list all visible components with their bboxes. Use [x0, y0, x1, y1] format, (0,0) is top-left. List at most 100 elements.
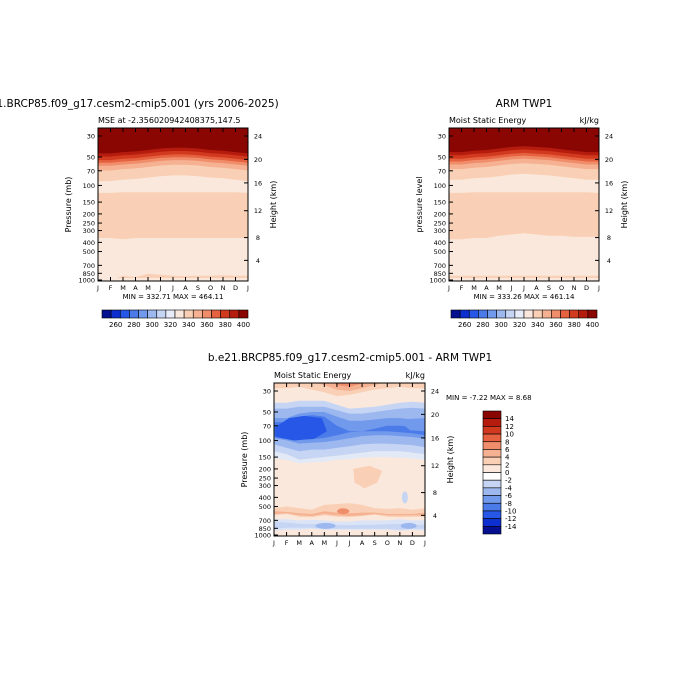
- y-tick-label: 150: [259, 454, 271, 462]
- x-tick-label: A: [133, 284, 138, 292]
- colorbar-swatch: [229, 309, 240, 319]
- colorbar-label: 320: [164, 321, 177, 329]
- x-tick-label: M: [496, 284, 502, 292]
- y-tick-label: 500: [83, 248, 95, 256]
- height-tick-label: 8: [433, 489, 437, 497]
- y-tick-label: 250: [83, 220, 95, 228]
- colorbar-swatch: [468, 309, 479, 319]
- y-tick-label: 100: [434, 182, 446, 190]
- x-tick-label: F: [285, 539, 289, 547]
- contour-band: [400, 522, 417, 529]
- height-tick-label: 16: [605, 179, 613, 187]
- height-tick-label: 20: [254, 156, 262, 164]
- y-tick-label: 100: [83, 182, 95, 190]
- colorbar-label: 260: [109, 321, 122, 329]
- x-tick-label: J: [96, 284, 99, 292]
- x-tick-label: M: [120, 284, 126, 292]
- y-tick-label: 30: [263, 388, 271, 396]
- x-tick-label: A: [310, 539, 315, 547]
- y-tick-label: 850: [259, 525, 271, 533]
- colorbar-swatch: [541, 309, 552, 319]
- right-axis-label: Height (km): [446, 436, 455, 484]
- y-tick-label: 400: [83, 239, 95, 247]
- y-tick-label: 250: [259, 475, 271, 483]
- colorbar-label: 400: [237, 321, 250, 329]
- x-tick-label: D: [584, 284, 589, 292]
- colorbar-swatch: [487, 309, 497, 319]
- y-tick-label: 300: [83, 227, 95, 235]
- x-tick-label: A: [534, 284, 539, 292]
- x-tick-label: A: [484, 284, 489, 292]
- x-tick-label: S: [373, 539, 377, 547]
- height-tick-label: 20: [431, 411, 439, 419]
- y-tick-label: 500: [434, 248, 446, 256]
- contour-band: [334, 383, 363, 387]
- y-axis-label: Pressure (mb): [240, 432, 249, 488]
- subtitle-left: Moist Static Energy: [449, 116, 527, 125]
- x-tick-label: D: [410, 539, 415, 547]
- panel-3-stats: MIN = -7.22 MAX = 8.68: [446, 394, 532, 402]
- subtitle-right: kJ/kg: [406, 371, 425, 380]
- x-tick-label: J: [348, 539, 351, 547]
- panel-2-stats: MIN = 333.26 MAX = 461.14: [474, 293, 575, 301]
- colorbar-label: -8: [505, 500, 512, 508]
- subtitle-right: kJ/kg: [580, 116, 599, 125]
- contour-band: [275, 415, 327, 441]
- height-tick-label: 12: [254, 207, 262, 215]
- colorbar-swatch: [514, 309, 525, 319]
- height-tick-label: 12: [605, 207, 613, 215]
- x-tick-label: J: [246, 284, 249, 292]
- x-tick-label: N: [572, 284, 577, 292]
- contour-fill-panel-2: [449, 128, 599, 281]
- height-tick-label: 12: [431, 462, 439, 470]
- x-tick-label: J: [522, 284, 525, 292]
- colorbar-label: 10: [505, 431, 514, 439]
- colorbar-swatch: [482, 456, 502, 466]
- colorbar-swatch: [482, 464, 502, 473]
- y-tick-label: 700: [83, 262, 95, 270]
- y-tick-label: 50: [263, 408, 271, 416]
- colorbar-swatch: [183, 309, 194, 319]
- x-tick-label: O: [208, 284, 213, 292]
- colorbar-label: -14: [505, 523, 517, 531]
- colorbar-swatch: [238, 309, 249, 319]
- height-tick-label: 24: [605, 133, 613, 141]
- colorbar-swatch: [587, 309, 598, 319]
- colorbar-swatch: [482, 472, 502, 481]
- y-tick-label: 850: [83, 270, 95, 278]
- colorbar-label: -6: [505, 492, 513, 500]
- x-tick-label: J: [159, 284, 162, 292]
- y-tick-label: 700: [259, 517, 271, 525]
- x-tick-label: F: [460, 284, 464, 292]
- colorbar-label: 8: [505, 438, 509, 446]
- contour-band: [315, 522, 336, 529]
- x-tick-label: O: [559, 284, 564, 292]
- y-tick-label: 400: [259, 494, 271, 502]
- colorbar-swatch: [551, 309, 561, 319]
- colorbar-swatch: [138, 309, 148, 319]
- x-tick-label: M: [471, 284, 477, 292]
- colorbar-label: 320: [513, 321, 526, 329]
- colorbar-swatch: [482, 426, 502, 435]
- height-tick-label: 16: [431, 434, 439, 442]
- contour-fill-panel-1: [98, 128, 248, 281]
- colorbar-label: 2: [505, 461, 509, 469]
- contour-band: [274, 511, 425, 516]
- height-tick-label: 16: [254, 179, 262, 187]
- colorbar-swatch: [101, 309, 112, 319]
- panel-1-title: b.e21.BRCP85.f09_g17.cesm2-cmip5.001 (yr…: [0, 98, 279, 110]
- panel-2-title: ARM TWP1: [496, 98, 553, 110]
- x-tick-label: M: [145, 284, 151, 292]
- y-tick-label: 50: [438, 153, 446, 161]
- x-tick-label: M: [322, 539, 328, 547]
- contour-band: [274, 521, 425, 530]
- x-tick-label: N: [397, 539, 402, 547]
- colorbar-label: 0: [505, 469, 509, 477]
- colorbar-swatch: [505, 309, 516, 319]
- x-tick-label: J: [335, 539, 338, 547]
- colorbar-swatch: [482, 441, 502, 450]
- colorbar-swatch: [211, 309, 221, 319]
- colorbar-swatch: [220, 309, 231, 319]
- y-tick-label: 400: [434, 239, 446, 247]
- x-tick-label: J: [510, 284, 513, 292]
